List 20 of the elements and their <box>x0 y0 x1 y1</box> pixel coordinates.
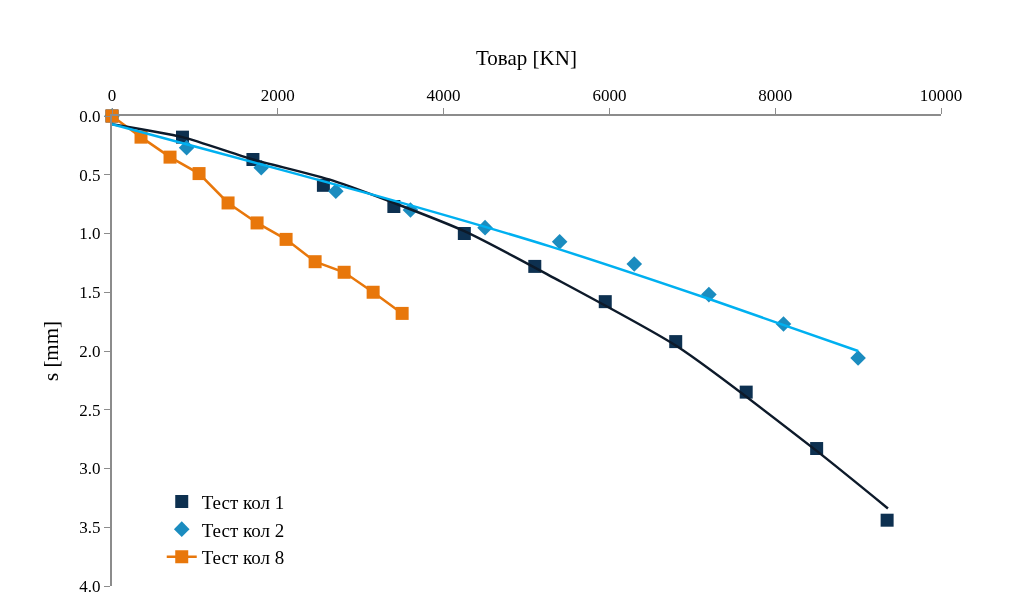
x-tick-label: 2000 <box>260 86 295 106</box>
y-tick-label: 2.0 <box>79 341 101 361</box>
x-tick-label: 6000 <box>592 86 627 106</box>
y-tick-label: 4.0 <box>79 576 101 596</box>
y-tick-label: 3.5 <box>79 518 101 538</box>
y-tick-label: 3.0 <box>79 459 101 479</box>
x-tick-label: 0 <box>107 86 117 106</box>
legend-label: Тест кол 2 <box>201 519 285 541</box>
y-tick-label: 2.5 <box>79 400 101 420</box>
y-tick-label: 1.5 <box>79 283 101 303</box>
y-tick-label: 0.5 <box>79 165 101 185</box>
x-tick-label: 4000 <box>426 86 461 106</box>
x-tick-label: 10000 <box>919 86 963 106</box>
legend-label: Тест кол 1 <box>201 491 285 513</box>
y-axis-title: s [mm] <box>39 320 63 382</box>
x-axis-title: Товар [KN] <box>476 45 577 70</box>
y-tick-label: 0.0 <box>79 106 101 126</box>
legend-label: Тест кол 8 <box>201 547 285 569</box>
y-tick-label: 1.0 <box>79 224 101 244</box>
x-tick-label: 8000 <box>758 86 793 106</box>
